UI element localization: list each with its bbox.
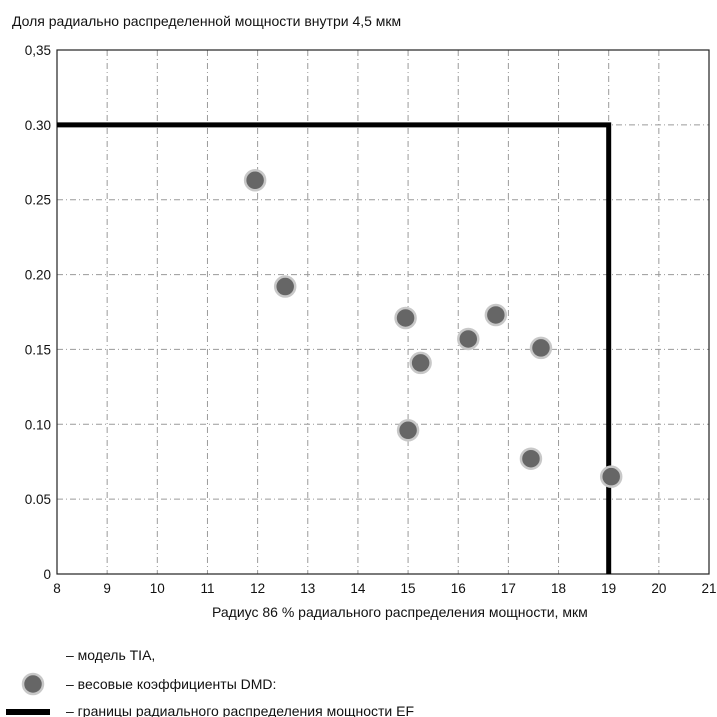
ef-boundary-line [57, 122, 612, 574]
y-tick-label: 0.30 [25, 118, 51, 133]
x-tick-label: 19 [601, 581, 616, 596]
plot-frame [56, 49, 710, 575]
dmd-point-6 [484, 303, 508, 327]
chart-title: Доля радиально распределенной мощности в… [12, 13, 401, 29]
y-tick-label: 0.10 [25, 417, 51, 432]
y-tick-label: 0,35 [25, 43, 51, 58]
y-tick-label: 0.25 [25, 193, 51, 208]
x-axis-label: Радиус 86 % радиального распределения мо… [212, 604, 588, 620]
legend-marker-dmd [21, 672, 45, 696]
x-tick-labels: 8 9 10 11 12 13 14 15 16 17 18 19 20 21 [53, 581, 716, 596]
legend-label-dmd: – весовые коэффициенты DMD: [66, 676, 276, 692]
x-tick-label: 21 [701, 581, 716, 596]
dmd-point-3 [396, 419, 420, 442]
legend-label-tia: – модель TIA, [66, 647, 155, 663]
legend-label-ef: – границы радиального распределения мощн… [66, 703, 414, 717]
legend: – модель TIA, – весовые коэффициенты DMD… [6, 647, 414, 717]
dmd-point-7 [519, 447, 543, 470]
y-tick-labels: 0 0.05 0.10 0.15 0.20 0.25 0.30 0,35 [25, 43, 51, 582]
x-tick-label: 14 [350, 581, 366, 596]
dmd-point-5 [457, 327, 480, 351]
y-tick-label: 0 [43, 567, 51, 582]
dmd-point-8 [529, 336, 553, 360]
y-tick-label: 0.05 [25, 492, 51, 507]
x-tick-label: 11 [200, 581, 214, 596]
x-tick-label: 9 [103, 581, 111, 596]
x-tick-label: 16 [451, 581, 466, 596]
dmd-point-9 [599, 465, 623, 488]
x-tick-label: 12 [250, 581, 265, 596]
series-layer [57, 122, 623, 574]
dmd-point-0 [243, 169, 267, 192]
x-tick-label: 10 [150, 581, 165, 596]
dmd-point-2 [394, 306, 417, 330]
y-tick-label: 0.20 [25, 268, 51, 283]
grid-layer [57, 50, 709, 574]
x-tick-label: 15 [401, 581, 416, 596]
x-tick-label: 8 [53, 581, 61, 596]
x-tick-label: 20 [651, 581, 666, 596]
dmd-point-1 [273, 275, 297, 298]
x-tick-label: 18 [551, 581, 566, 596]
dmd-point-4 [409, 351, 432, 375]
y-tick-label: 0.15 [25, 342, 51, 357]
x-tick-label: 17 [501, 581, 516, 596]
x-tick-label: 13 [300, 581, 315, 596]
